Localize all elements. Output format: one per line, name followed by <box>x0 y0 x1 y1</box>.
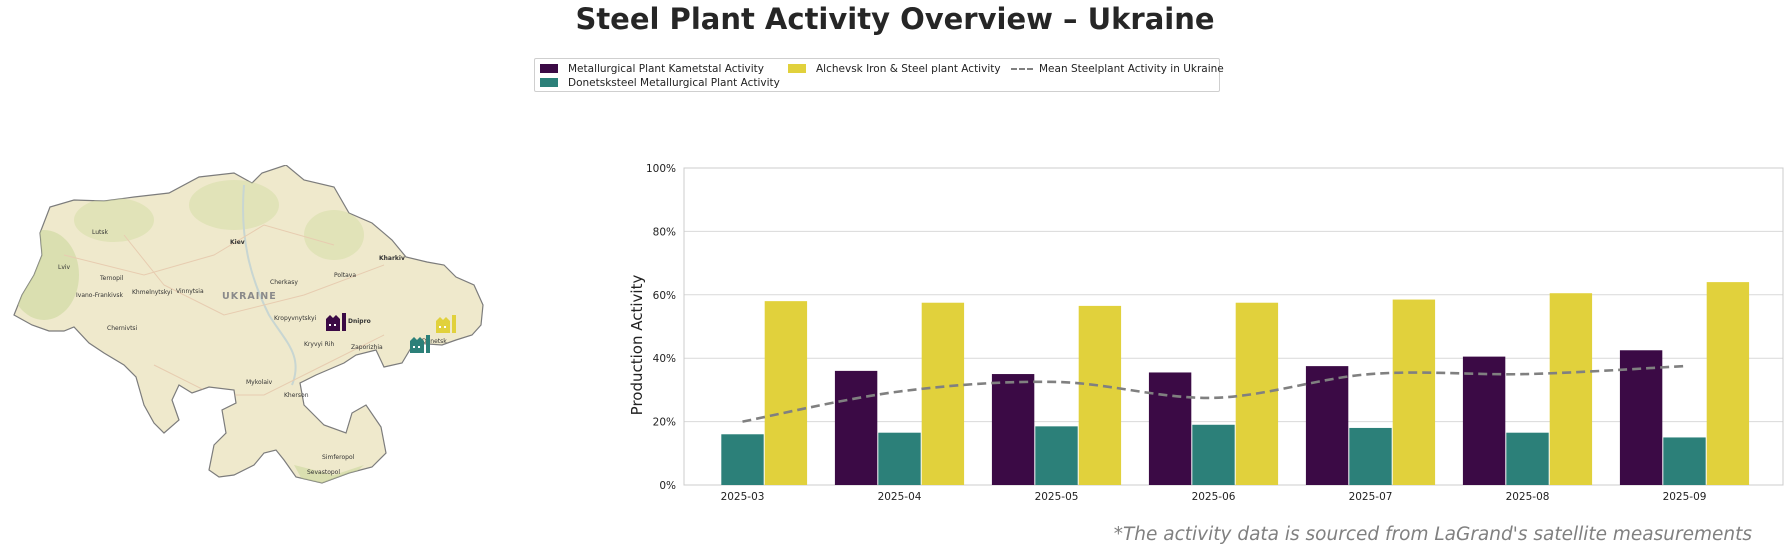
legend-swatch-kametstal <box>540 64 558 73</box>
x-tick-label: 2025-04 <box>878 491 922 503</box>
source-note: *The activity data is sourced from LaGra… <box>1113 524 1752 545</box>
legend-label-alchevsk: Alchevsk Iron & Steel plant Activity <box>816 63 1001 75</box>
map-city-label: Poltava <box>334 272 356 279</box>
chart-legend: Metallurgical Plant Kametstal Activity D… <box>534 58 1224 92</box>
bar-metallurgical-plant-kametstal <box>991 374 1035 485</box>
y-tick-label: 80% <box>653 226 676 238</box>
map-city-label: Sevastopol <box>307 469 340 476</box>
x-tick-label: 2025-05 <box>1035 491 1079 503</box>
x-tick-label: 2025-06 <box>1192 491 1236 503</box>
bar-donetsksteel-metallurgical-plant <box>1506 432 1549 485</box>
map-city-label: Lviv <box>58 264 71 271</box>
bar-donetsksteel-metallurgical-plant <box>1663 437 1706 485</box>
bar-alchevsk-iron- <box>764 301 808 485</box>
chart-title: Steel Plant Activity Overview – Ukraine <box>575 2 1215 36</box>
mean-activity-line <box>742 364 1685 423</box>
map-city-label: Dnipro <box>348 318 371 325</box>
map-city-label: Cherkasy <box>270 279 298 286</box>
legend-line-mean <box>1011 68 1033 70</box>
map-city-label: Chernivtsi <box>107 325 138 332</box>
bar-alchevsk-iron- <box>1549 293 1593 485</box>
alchevsk-plant-icon <box>436 315 456 333</box>
ukraine-shape <box>13 165 484 484</box>
bar-donetsksteel-metallurgical-plant <box>1035 426 1078 485</box>
bar-metallurgical-plant-kametstal <box>1462 356 1506 485</box>
bar-metallurgical-plant-kametstal <box>1305 366 1349 485</box>
y-tick-label: 20% <box>653 417 676 429</box>
map-city-label: Khmelnytskyi <box>132 289 173 296</box>
map-city-label: Kherson <box>284 392 309 399</box>
map-city-label: Zaporizhia <box>351 344 383 351</box>
legend-label-mean: Mean Steelplant Activity in Ukraine <box>1039 63 1224 75</box>
bar-alchevsk-iron- <box>921 302 965 485</box>
x-tick-label: 2025-09 <box>1663 491 1707 503</box>
map-city-label: Vinnytsia <box>176 288 204 295</box>
bar-alchevsk-iron- <box>1706 282 1750 485</box>
bar-donetsksteel-metallurgical-plant <box>1349 427 1392 485</box>
x-tick-label: 2025-07 <box>1349 491 1393 503</box>
y-tick-label: 60% <box>653 290 676 302</box>
bar-donetsksteel-metallurgical-plant <box>721 434 764 485</box>
x-tick-labels: 2025-03 2025-04 2025-05 2025-06 2025-07 2025-… <box>721 491 1707 503</box>
map-city-label: Kharkiv <box>379 255 405 262</box>
ukraine-map: Lutsk Kiev Kharkiv Lviv Ternopil Khmelny… <box>13 165 484 484</box>
map-country-label: UKRAINE <box>222 291 277 302</box>
y-tick-label: 0% <box>659 480 676 492</box>
bar-donetsksteel-metallurgical-plant <box>1192 424 1235 485</box>
bar-alchevsk-iron- <box>1078 305 1122 485</box>
bar-alchevsk-iron- <box>1392 299 1436 485</box>
map-city-label: Ternopil <box>99 275 124 282</box>
map-city-label: Ivano-Frankivsk <box>76 292 124 299</box>
map-city-label: Lutsk <box>92 229 109 236</box>
map-city-label: Kryvyi Rih <box>304 341 334 348</box>
bar-metallurgical-plant-kametstal <box>1148 372 1192 485</box>
y-tick-label: 100% <box>646 163 676 175</box>
bars <box>721 282 1750 485</box>
map-city-label: Mykolaiv <box>246 379 273 386</box>
legend-label-kametstal: Metallurgical Plant Kametstal Activity <box>568 63 765 75</box>
map-city-label: Simferopol <box>322 454 355 461</box>
bar-metallurgical-plant-kametstal <box>1619 350 1663 485</box>
legend-label-donetsksteel: Donetsksteel Metallurgical Plant Activit… <box>568 77 780 89</box>
mean-line-layer <box>742 364 1685 423</box>
kametstal-plant-icon <box>326 313 346 331</box>
y-tick-label: 40% <box>653 353 676 365</box>
legend-swatch-alchevsk <box>788 64 806 73</box>
map-city-label: Donetsk <box>422 338 447 345</box>
map-city-label: Kiev <box>230 239 245 246</box>
y-tick-labels: 0% 20% 40% 60% 80% 100% <box>646 163 676 492</box>
bar-donetsksteel-metallurgical-plant <box>878 432 921 485</box>
map-labels: Lutsk Kiev Kharkiv Lviv Ternopil Khmelny… <box>58 229 447 476</box>
bar-metallurgical-plant-kametstal <box>834 370 878 485</box>
x-tick-label: 2025-08 <box>1506 491 1550 503</box>
y-axis-label: Production Activity <box>628 275 646 416</box>
legend-swatch-donetsksteel <box>540 78 558 87</box>
activity-chart: 0% 20% 40% 60% 80% 100% 2025-03 2025-04 2025-05… <box>628 163 1784 503</box>
x-tick-label: 2025-03 <box>721 491 765 503</box>
donetsksteel-plant-icon <box>410 335 430 353</box>
map-city-label: Kropyvnytskyi <box>274 315 316 322</box>
